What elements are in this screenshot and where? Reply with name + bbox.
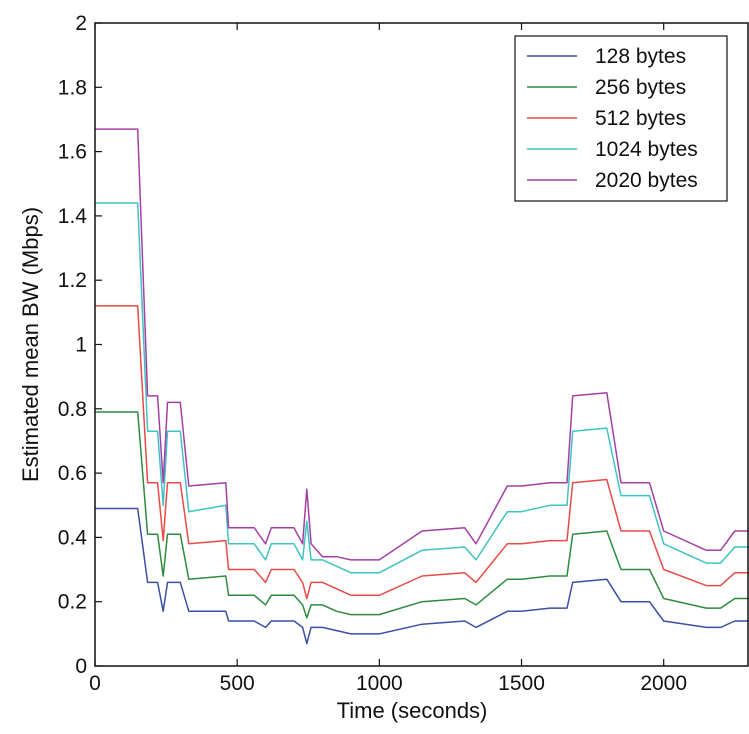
series-line-2 bbox=[95, 411, 749, 619]
y-tick-label: 0 bbox=[75, 655, 87, 678]
y-tick-label: 1.8 bbox=[58, 76, 87, 99]
y-tick-label: 0.8 bbox=[58, 398, 87, 421]
ticks-layer: 0 500 1000 1500 2000 0 0.2 0.4 0.6 0.8 1 1.2 1.4 1.6 1… bbox=[58, 12, 687, 695]
y-tick-label: 1.2 bbox=[58, 269, 87, 292]
legend-label-2: 256 bytes bbox=[595, 76, 686, 99]
y-tick-label: 0.2 bbox=[58, 591, 87, 614]
series-line-1 bbox=[95, 507, 749, 645]
legend: 128 bytes 256 bytes 512 bytes 1024 bytes 202… bbox=[514, 35, 728, 202]
x-tick-label: 1000 bbox=[356, 672, 403, 695]
legend-label-1: 128 bytes bbox=[595, 45, 686, 68]
legend-label-4: 1024 bytes bbox=[595, 138, 698, 161]
y-tick-label: 2 bbox=[75, 12, 87, 35]
y-axis-label: Estimated mean BW (Mbps) bbox=[18, 207, 43, 482]
x-tick-label: 1500 bbox=[498, 672, 545, 695]
legend-label-3: 512 bytes bbox=[595, 107, 686, 130]
series-line-4 bbox=[95, 202, 749, 574]
series-line-5 bbox=[95, 128, 749, 561]
y-tick-label: 1.6 bbox=[58, 141, 87, 164]
y-tick-label: 0.4 bbox=[58, 526, 88, 549]
x-tick-label: 500 bbox=[220, 672, 255, 695]
series-layer bbox=[95, 128, 749, 645]
y-tick-label: 0.6 bbox=[58, 462, 87, 485]
x-tick-label: 2000 bbox=[640, 672, 687, 695]
legend-label-5: 2020 bytes bbox=[595, 169, 698, 192]
x-tick-label: 0 bbox=[89, 672, 101, 695]
series-line-3 bbox=[95, 305, 749, 600]
x-axis-label: Time (seconds) bbox=[337, 698, 488, 723]
y-tick-label: 1 bbox=[75, 334, 87, 357]
y-tick-label: 1.4 bbox=[58, 205, 88, 228]
